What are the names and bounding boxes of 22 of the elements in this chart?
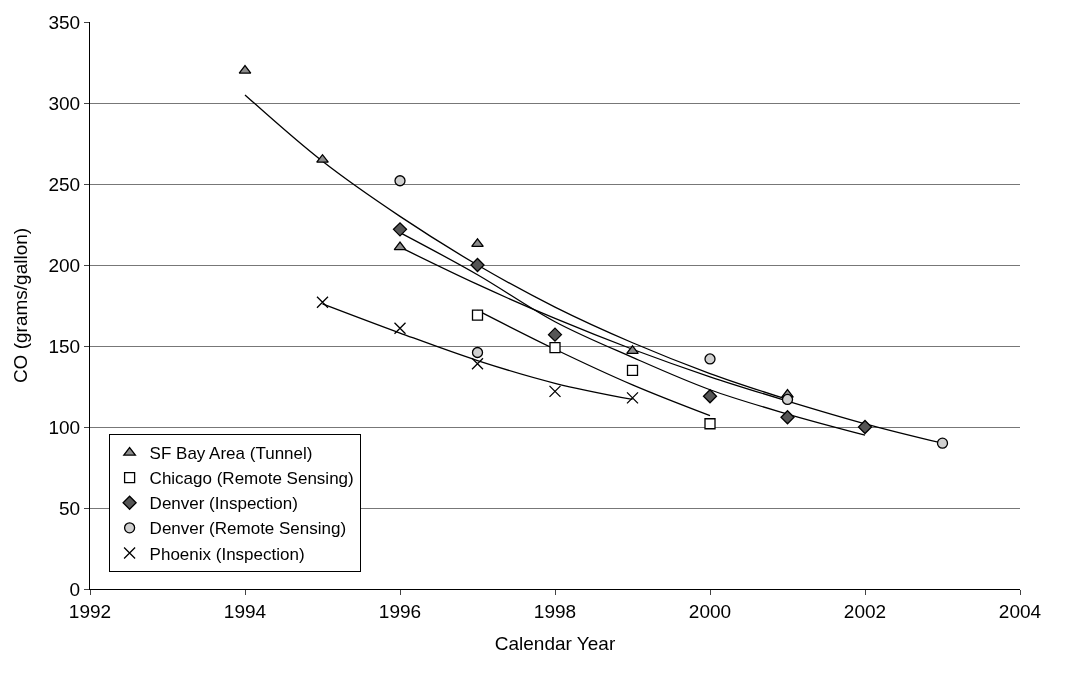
y-tick-label: 250 <box>48 173 81 195</box>
x-tick-label: 1992 <box>68 600 112 622</box>
x-axis-title: Calendar Year <box>494 632 616 654</box>
x-tick-label: 2004 <box>998 600 1042 622</box>
x-tick-label: 1996 <box>378 600 422 622</box>
y-tick-label: 100 <box>48 416 81 438</box>
legend-label: Phoenix (Inspection) <box>149 544 305 564</box>
y-axis-title: CO (grams/gallon) <box>10 227 32 384</box>
x-tick-label: 2000 <box>688 600 732 622</box>
y-tick-label: 50 <box>59 497 81 519</box>
y-tick-label: 150 <box>48 335 81 357</box>
legend-label: Denver (Remote Sensing) <box>149 519 347 539</box>
legend-label: SF Bay Area (Tunnel) <box>149 444 313 464</box>
y-tick-label: 350 <box>48 11 81 33</box>
y-tick-label: 0 <box>69 578 81 600</box>
x-tick-label: 1998 <box>533 600 577 622</box>
x-tick-label: 1994 <box>223 600 267 622</box>
y-tick-label: 300 <box>48 92 81 114</box>
legend-label: Chicago (Remote Sensing) <box>149 469 354 489</box>
x-tick-label: 2002 <box>843 600 887 622</box>
legend-label: Denver (Inspection) <box>149 494 298 514</box>
y-tick-label: 200 <box>48 254 81 276</box>
